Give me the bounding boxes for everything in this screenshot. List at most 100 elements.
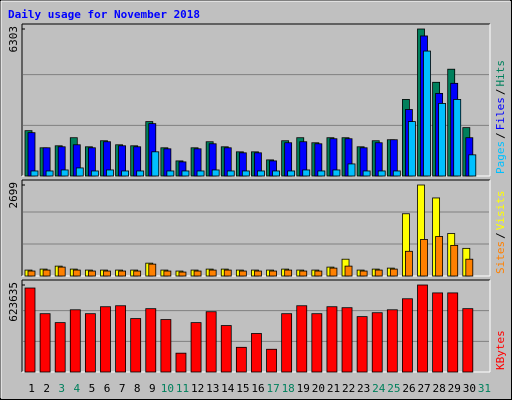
y-tick-label: 623635 <box>7 282 20 322</box>
x-tick-label: 18 <box>282 382 295 395</box>
bar <box>266 348 277 373</box>
bar <box>435 236 444 277</box>
x-tick-label: 31 <box>478 382 491 395</box>
x-tick-label: 17 <box>266 382 279 395</box>
x-tick-label: 9 <box>149 382 156 395</box>
bar <box>54 322 66 373</box>
x-tick-label: 12 <box>191 382 204 395</box>
x-tick-label: 16 <box>251 382 264 395</box>
x-tick-label: 1 <box>28 382 35 395</box>
bar <box>190 322 202 373</box>
x-tick-label: 2 <box>43 382 50 395</box>
bar <box>100 306 111 373</box>
bar <box>371 312 383 373</box>
bar <box>136 170 145 177</box>
bar <box>272 170 280 177</box>
bar <box>226 170 235 177</box>
bar <box>405 250 413 277</box>
bar <box>45 170 54 177</box>
bar <box>374 269 383 277</box>
bar <box>118 270 126 277</box>
bar <box>254 270 262 277</box>
bar <box>287 170 296 177</box>
x-tick-label: 4 <box>74 382 81 395</box>
bar <box>362 170 371 177</box>
bar <box>24 287 36 373</box>
bar <box>347 163 356 177</box>
bar <box>311 313 323 373</box>
bar <box>241 170 250 177</box>
bar <box>42 269 51 277</box>
bar <box>72 269 81 277</box>
legend-entry: Files <box>494 97 507 130</box>
bar <box>220 325 232 373</box>
bar <box>205 311 217 373</box>
bar <box>57 266 66 277</box>
bar <box>344 265 353 277</box>
x-tick-label: 29 <box>448 382 461 395</box>
bar <box>87 270 96 277</box>
bar <box>178 271 187 277</box>
x-tick-label: 24 <box>372 382 386 395</box>
y-tick-label: 2699 <box>7 182 20 209</box>
bar <box>377 170 386 177</box>
bar <box>238 270 247 277</box>
bar <box>181 170 190 177</box>
x-tick-label: 30 <box>463 382 476 395</box>
bar <box>223 269 232 277</box>
bar <box>359 270 368 277</box>
bar <box>39 313 51 373</box>
bar <box>402 298 413 373</box>
legend-separator: / <box>494 232 507 239</box>
bar <box>90 170 99 177</box>
x-tick-label: 11 <box>176 382 189 395</box>
legend-entry: KBytes <box>494 330 507 370</box>
bar <box>299 270 308 277</box>
bar <box>27 270 36 277</box>
bar <box>423 50 431 177</box>
bar <box>326 306 338 373</box>
bar <box>193 270 202 277</box>
x-tick-label: 20 <box>312 382 325 395</box>
legend-entry: Pages <box>494 141 507 174</box>
bar <box>453 99 462 177</box>
chart-title: Daily usage for November 2018 <box>8 8 200 21</box>
bar <box>417 284 428 373</box>
bar <box>465 258 474 277</box>
bar <box>386 309 398 373</box>
x-tick-label: 6 <box>104 382 111 395</box>
bar <box>84 313 96 373</box>
bar <box>462 308 474 373</box>
legend-entry: Sites <box>494 241 507 274</box>
bar <box>130 318 142 373</box>
bar <box>103 270 111 277</box>
bar <box>269 270 277 277</box>
bar <box>447 292 459 373</box>
bar <box>296 305 308 373</box>
bar <box>148 263 157 277</box>
bar <box>389 139 398 177</box>
bar <box>392 170 401 177</box>
x-tick-label: 7 <box>119 382 126 395</box>
bar <box>208 269 217 277</box>
x-tick-label: 25 <box>387 382 400 395</box>
x-tick-label: 26 <box>402 382 415 395</box>
legend-separator: / <box>494 132 507 139</box>
bar <box>121 170 129 177</box>
bar <box>317 170 326 177</box>
x-tick-label: 15 <box>236 382 249 395</box>
bar <box>389 268 398 277</box>
legend: Sites /Visits <box>494 191 507 275</box>
x-tick-label: 5 <box>89 382 96 395</box>
bar <box>341 307 353 373</box>
bar <box>163 270 172 277</box>
bar <box>211 169 220 177</box>
bar <box>235 346 247 373</box>
bar <box>314 270 323 277</box>
legend-entry: Visits <box>494 191 507 231</box>
bar <box>27 132 36 177</box>
bar <box>302 169 311 177</box>
bar <box>30 170 39 177</box>
bar <box>166 170 175 177</box>
